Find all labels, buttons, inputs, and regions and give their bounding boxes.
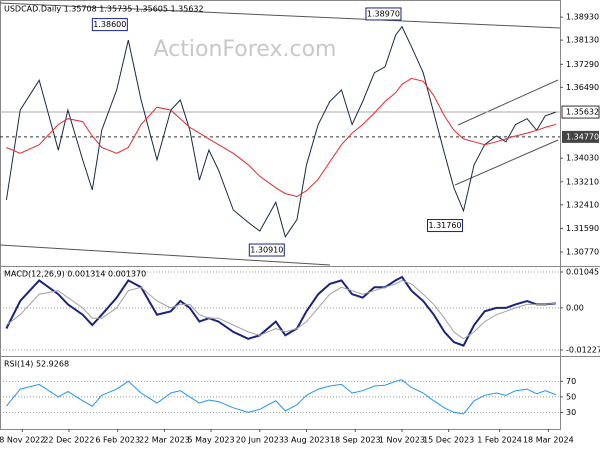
y-tick-label: 1.38130 [566,36,599,45]
x-tick-label: 6 Feb 2023 [95,436,140,445]
y-tick-label: 1.36490 [566,83,599,92]
x-tick-label: 8 Nov 2022 [0,436,45,445]
x-tick-label: 15 Dec 2023 [423,436,474,445]
last-price-label: 1.35632 [566,108,599,117]
y-tick-label: 1.31590 [566,224,599,233]
x-tick-label: 22 Mar 2023 [139,436,190,445]
series-line [6,77,556,198]
x-tick-label: 1 Feb 2024 [477,436,522,445]
y-tick-label: 30 [566,408,576,417]
annotation-box [365,7,402,21]
y-tick-label: -0.012276 [566,346,600,355]
y-tick-label: 70 [566,377,576,386]
channel-line [457,79,559,126]
x-tick-label: 22 Dec 2022 [43,436,94,445]
x-tick-label: 18 Sep 2023 [330,436,381,445]
level-box [562,130,599,143]
panel-title: RSI(14) 52.9268 [4,360,69,369]
channel-line [454,139,559,186]
x-tick-label: 20 Jun 2023 [236,436,284,445]
y-tick-label: 1.34030 [566,154,599,163]
panel-title: MACD(12,26,9) 0.001314 0.001370 [4,270,146,279]
y-tick-label: 1.30770 [566,248,599,257]
y-tick-label: 1.38930 [566,13,599,22]
x-tick-label: 3 Aug 2023 [283,436,329,445]
annotation-box [91,18,128,32]
trend-line [0,244,331,266]
level-label: 1.34770 [566,132,599,141]
series-line [5,275,556,347]
annotation-label: 1.30910 [250,246,283,255]
annotation-label: 1.31760 [428,221,461,230]
series-line [6,379,556,415]
x-tick-label: 1 Nov 2023 [379,436,425,445]
y-tick-label: 50 [566,392,576,401]
y-tick-label: 1.32410 [566,200,599,209]
y-tick-label: 1.37290 [566,60,599,69]
series-line [6,279,556,340]
series-line [5,25,556,238]
y-tick-label: 1.33210 [566,177,599,186]
y-tick-label: 0.00 [566,303,584,312]
x-tick-label: 5 May 2023 [188,436,235,445]
y-tick-label: 0.010457 [566,267,600,276]
watermark: ActionForex.com [154,37,337,62]
panel-title: USDCAD.Daily 1.35708 1.35735 1.35605 1.3… [4,5,204,14]
x-tick-label: 18 Mar 2024 [523,436,574,445]
annotation-label: 1.38970 [367,9,400,18]
annotation-label: 1.38600 [93,20,126,29]
frame [0,0,561,430]
annotation-box [248,243,285,257]
trend-line [0,2,561,29]
last-price-box [561,105,600,119]
annotation-box [426,219,463,233]
